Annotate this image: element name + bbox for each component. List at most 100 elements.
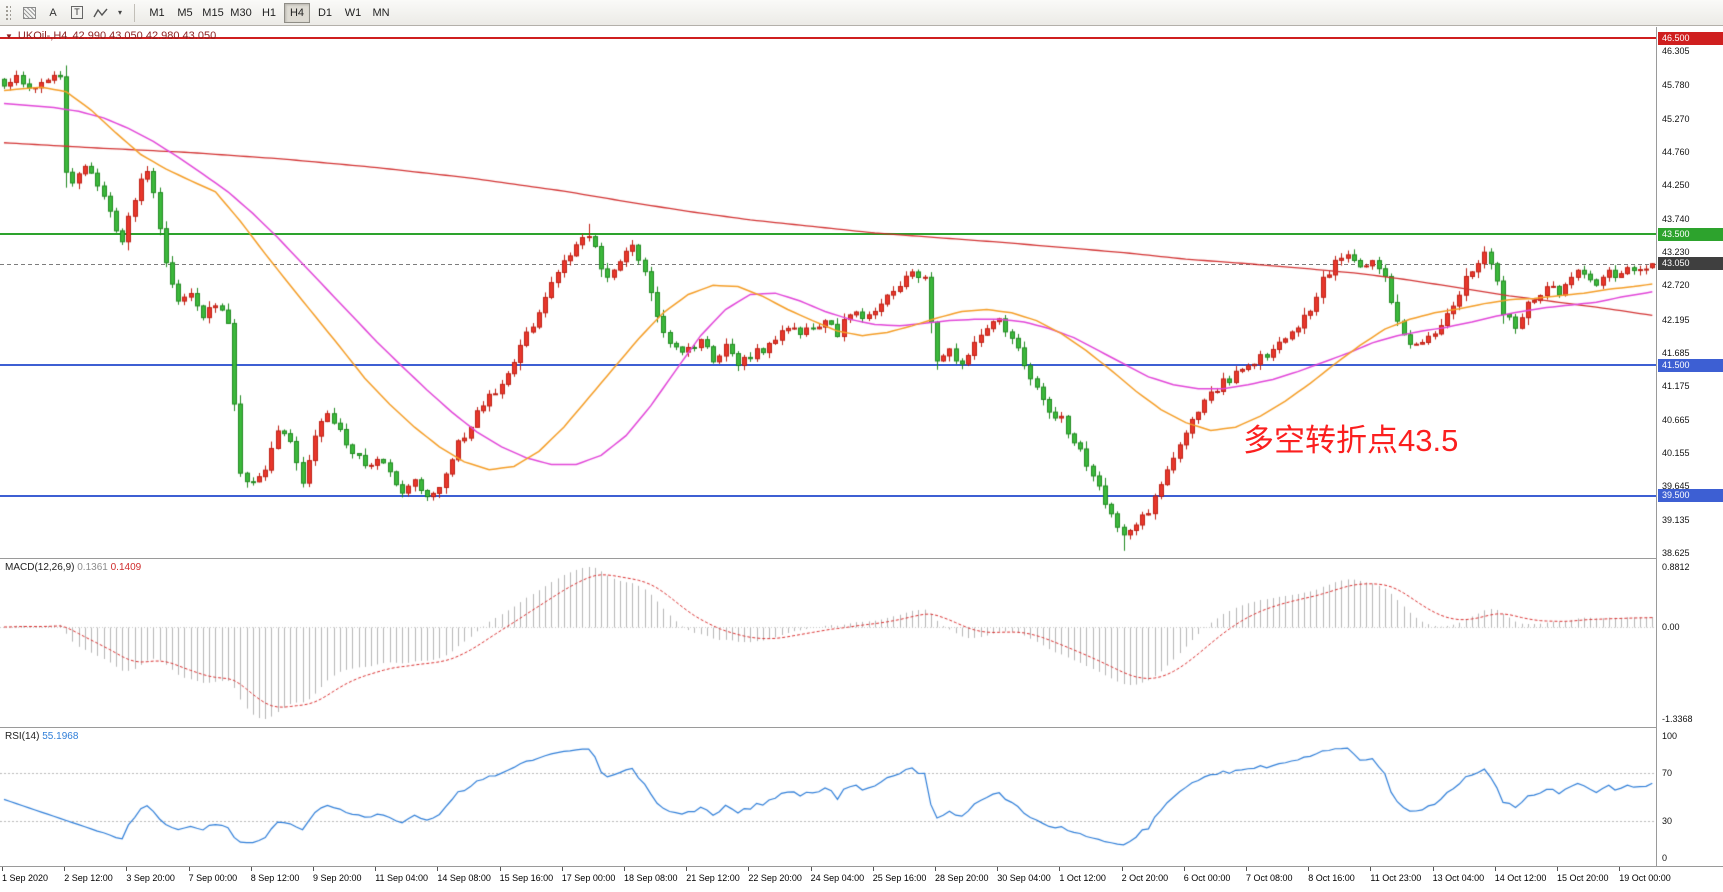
time-tick [1183,867,1185,871]
hatch-glyph-icon [22,6,36,19]
dropdown-caret-icon[interactable]: ▾ [114,2,126,23]
time-axis-label: 7 Sep 00:00 [188,873,238,883]
time-tick [561,867,563,871]
time-axis-label: 6 Oct 00:00 [1183,873,1231,883]
symbol-timeframe-label: UKOil-,H4 [17,30,68,42]
rsi-canvas[interactable] [0,728,1656,866]
time-tick [188,867,190,871]
time-tick [64,867,66,871]
time-axis-label: 11 Oct 23:00 [1370,873,1422,883]
timeframe-button-m30[interactable]: M30 [228,3,254,23]
time-tick [1059,867,1061,871]
price-axis-label: 43.230 [1662,246,1690,257]
price-axis-label: 41.685 [1662,347,1690,358]
toolbar: A T ▾ M1 M5 M15 M30 H1 H4 D1 W1 MN [0,0,1723,26]
price-axis-label: 40.155 [1662,448,1690,459]
price-axis-label: 44.250 [1662,180,1690,191]
price-axis-label: 45.270 [1662,113,1690,124]
price-axis-label: 44.760 [1662,146,1690,157]
time-tick [375,867,377,871]
chart-annotation-text[interactable]: 多空转折点43.5 [1243,423,1459,458]
time-axis-label: 1 Oct 12:00 [1059,873,1106,883]
time-axis-label: 7 Oct 08:00 [1246,873,1293,883]
ohlc-readout: 42.990 43.050 42.980 43.050 [72,30,217,42]
macd-canvas[interactable] [0,559,1656,727]
rsi-axis-label: 30 [1662,816,1673,827]
macd-axis-label: 0.00 [1662,622,1680,632]
time-axis-label: 19 Oct 00:00 [1619,873,1671,883]
text-tool-a-icon[interactable]: A [42,2,64,23]
time-tick [499,867,501,871]
time-axis-label: 21 Sep 12:00 [686,873,740,883]
macd-axis-label: -1.3368 [1662,714,1693,724]
time-axis[interactable]: 1 Sep 2020 2 Sep 12:00 3 Sep 20:00 7 Sep 00… [0,867,1723,892]
time-axis-label: 25 Sep 16:00 [872,873,927,883]
time-tick [1308,867,1310,871]
panel-separator[interactable] [0,727,1723,728]
time-axis-label: 8 Oct 16:00 [1308,873,1355,883]
price-axis[interactable]: 46.305 45.780 45.270 44.760 44.250 43.740 43.2… [1656,27,1723,866]
price-tag-43.500: 43.500 [1658,227,1723,241]
price-axis-label: 46.305 [1662,45,1690,56]
price-tag-43.050: 43.050 [1658,257,1723,271]
time-axis-label: 11 Sep 04:00 [375,873,429,883]
price-axis-label: 43.740 [1662,213,1690,224]
price-chart-canvas[interactable] [0,27,1656,558]
price-axis-label: 45.780 [1662,80,1690,91]
time-axis-label: 13 Oct 04:00 [1432,873,1485,883]
macd-signal-value: 0.1409 [110,562,142,573]
time-axis-label: 3 Sep 20:00 [126,873,175,883]
timeframe-button-d1[interactable]: D1 [312,3,338,23]
time-tick [810,867,812,871]
hatch-pattern-icon[interactable] [18,2,40,23]
timeframe-button-m1[interactable]: M1 [144,3,170,23]
price-axis-label: 42.720 [1662,280,1690,291]
timeframe-button-w1[interactable]: W1 [340,3,366,23]
time-axis-label: 9 Sep 20:00 [313,873,362,883]
rsi-panel: RSI(14) 55.1968 [0,728,1656,866]
time-tick [748,867,750,871]
timeframe-button-mn[interactable]: MN [368,3,394,23]
time-tick [1246,867,1247,871]
boxed-t-glyph: T [71,6,83,19]
macd-panel: MACD(12,26,9) 0.1361 0.1409 [0,559,1656,727]
rsi-value: 55.1968 [42,731,79,742]
zigzag-icon [93,8,108,17]
time-axis-label: 18 Sep 08:00 [624,873,678,883]
price-axis-label: 39.645 [1662,481,1690,492]
panel-separator [0,866,1723,867]
price-panel: ▼ UKOil-,H4 42.990 43.050 42.980 43.050 … [0,27,1656,558]
time-tick [1557,867,1558,871]
timeframe-button-m15[interactable]: M15 [200,3,226,23]
time-tick [313,867,314,871]
time-axis-label: 30 Sep 04:00 [997,873,1051,883]
time-tick [1619,867,1621,871]
time-tick [1121,867,1123,871]
polyline-tool-icon[interactable] [90,2,112,23]
time-axis-label: 14 Sep 08:00 [437,873,491,883]
triangle-marker-icon: ▼ [5,31,13,41]
time-tick [935,867,936,871]
rsi-axis-label: 100 [1662,731,1678,741]
rsi-axis-label: 70 [1662,767,1673,778]
text-label-tool-icon[interactable]: T [66,2,88,23]
timeframe-button-h1[interactable]: H1 [256,3,282,23]
price-axis-label: 42.195 [1662,314,1690,325]
time-axis-label: 24 Sep 04:00 [810,873,865,883]
timeframe-button-m5[interactable]: M5 [172,3,198,23]
time-tick [997,867,999,871]
time-axis-label: 2 Sep 12:00 [64,873,113,883]
price-tag-41.500: 41.500 [1658,358,1723,372]
price-tag-39.500: 39.500 [1658,489,1723,503]
panel-separator[interactable] [0,558,1723,559]
time-axis-label: 1 Sep 2020 [2,873,49,883]
toolbar-drag-handle[interactable] [4,3,11,22]
time-axis-label: 2 Oct 20:00 [1121,873,1169,883]
time-tick [437,867,439,871]
timeframe-button-h4[interactable]: H4 [284,2,310,23]
time-axis-label: 15 Sep 16:00 [499,873,554,883]
macd-label: MACD(12,26,9) 0.1361 0.1409 [5,562,142,573]
time-tick [2,867,3,871]
price-axis-label: 39.135 [1662,514,1690,525]
